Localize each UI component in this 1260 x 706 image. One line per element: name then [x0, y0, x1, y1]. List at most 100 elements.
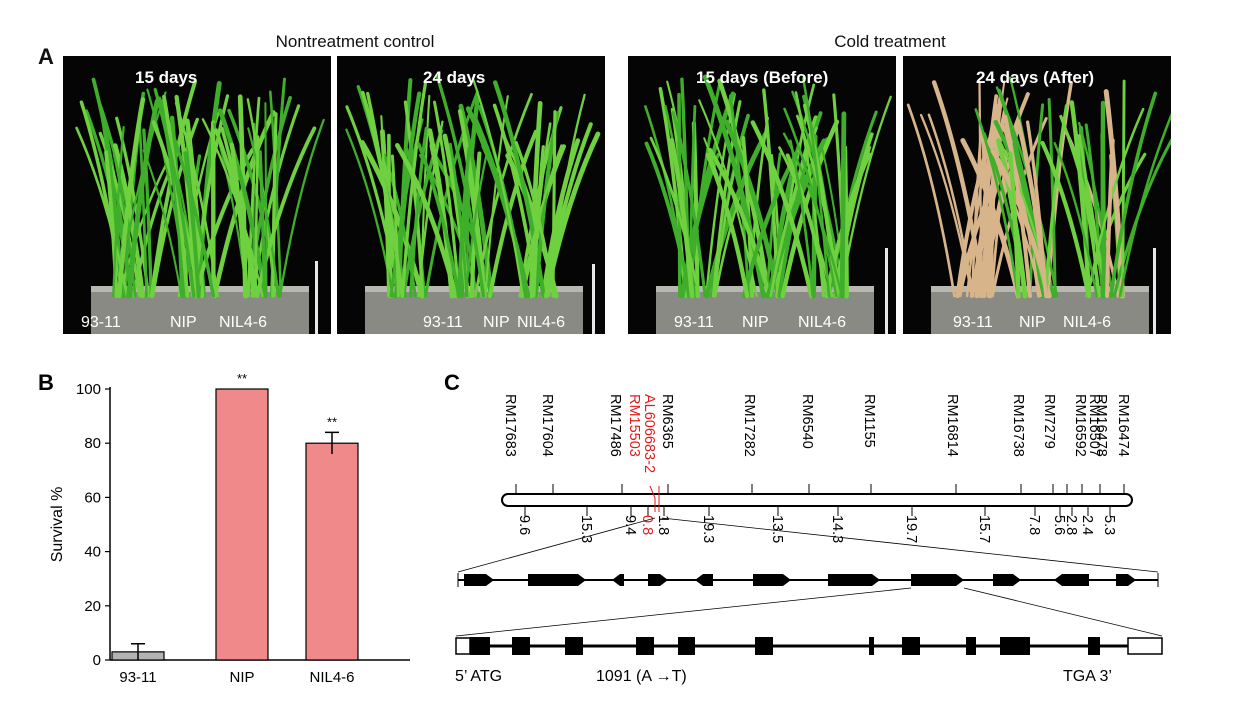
- rice-leaf: [669, 137, 695, 299]
- bar-NIP: [215, 388, 269, 661]
- exon: [1088, 637, 1100, 655]
- rice-leaf: [416, 142, 461, 298]
- x-tick-label: 93-11: [119, 669, 156, 686]
- rice-leaf: [112, 126, 125, 298]
- scale-bar: [885, 248, 888, 334]
- rice-leaf: [1084, 123, 1105, 298]
- rice-leaf: [1047, 98, 1057, 298]
- rice-leaf: [971, 97, 1009, 297]
- label-93-11: 93-11: [423, 314, 463, 331]
- zoom-line: [455, 587, 912, 637]
- gene-structure: [455, 587, 1163, 655]
- marker-label: RM16592: [1072, 394, 1088, 457]
- rice-leaf: [1118, 113, 1171, 298]
- distance-label: 19.3: [700, 515, 716, 543]
- zoom-line: [661, 517, 1159, 573]
- exon: [678, 637, 695, 655]
- rice-leaf: [789, 139, 814, 298]
- marker-label: RM17486: [607, 394, 623, 457]
- gene-arrow: [753, 574, 791, 586]
- rice-leaf: [1105, 138, 1115, 298]
- label-93-11: 93-11: [674, 314, 714, 331]
- mutation-label: 1091 (A →T): [596, 668, 687, 685]
- rice-leaf: [704, 131, 769, 299]
- gene-end-label: TGA 3’: [1063, 668, 1112, 685]
- rice-leaf: [116, 97, 146, 299]
- rice-leaf: [1100, 132, 1107, 299]
- rice-leaf: [1109, 91, 1158, 298]
- rice-leaf: [785, 153, 830, 298]
- exon: [902, 637, 920, 655]
- y-tick-label: 0: [93, 652, 101, 669]
- label-nip: NIP: [742, 314, 769, 331]
- rice-plants-image: [644, 74, 892, 334]
- marker-label: RM16478: [1093, 394, 1109, 457]
- survival-bar-chart: B 0 20 40 60 80 100 Survival % 93-11 ** NIP ** NIL4…: [38, 370, 410, 686]
- rice-leaf: [644, 105, 690, 298]
- rice-leaf: [264, 102, 268, 297]
- exon: [1000, 637, 1030, 655]
- y-tick-label: 100: [76, 381, 101, 398]
- rice-plants-image: [345, 75, 601, 334]
- marker-label: RM16507: [1086, 394, 1102, 457]
- gene-arrow: [1116, 574, 1136, 586]
- distance-label: 2.8: [1063, 515, 1079, 535]
- photo-title: 15 days (Before): [696, 68, 829, 87]
- rice-leaf: [254, 135, 260, 298]
- rice-leaf: [780, 119, 840, 299]
- rice-leaf: [457, 108, 487, 299]
- marker-label: RM1155: [861, 394, 877, 448]
- label-nil4-6: NIL4-6: [1063, 314, 1112, 331]
- exon: [966, 637, 976, 655]
- photo-title: 24 days: [423, 68, 486, 87]
- rice-leaf: [1025, 120, 1048, 298]
- rice-leaf: [278, 118, 325, 298]
- gene-arrow: [695, 574, 713, 586]
- rice-leaf: [702, 74, 766, 299]
- exon: [636, 637, 654, 655]
- rice-leaf: [142, 149, 183, 298]
- group-title-cold: Cold treatment: [834, 32, 946, 51]
- rice-leaf: [540, 138, 581, 299]
- label-nil4-6: NIL4-6: [517, 314, 566, 331]
- rice-leaf: [142, 128, 153, 298]
- rice-leaf: [137, 118, 148, 298]
- rice-leaf: [543, 131, 601, 299]
- marker-label: RM6365: [659, 394, 675, 449]
- rice-leaf: [671, 110, 707, 298]
- label-nip: NIP: [1019, 314, 1046, 331]
- gene-start-label: 5’ ATG: [455, 668, 502, 685]
- distance-label: 5.6: [1051, 515, 1067, 535]
- rice-leaf: [649, 136, 701, 298]
- rice-leaf: [974, 108, 1020, 298]
- scale-bar: [315, 261, 318, 334]
- rice-leaf: [711, 100, 742, 298]
- rice-leaf: [390, 154, 400, 298]
- rice-leaf: [1121, 79, 1126, 298]
- rice-leaf: [183, 151, 201, 298]
- rice-leaf: [750, 120, 814, 299]
- y-tick-label: 60: [84, 489, 101, 506]
- rice-leaf: [705, 152, 750, 299]
- rice-leaf: [153, 87, 196, 298]
- group-title-control: Nontreatment control: [275, 32, 435, 51]
- distance-label: 9.6: [516, 515, 532, 535]
- panel-c-letter: C: [444, 370, 460, 395]
- rice-leaf: [1040, 140, 1091, 299]
- rice-leaf: [271, 112, 278, 298]
- rice-plants-image: [75, 77, 325, 334]
- distance-label: 9.4: [622, 515, 638, 535]
- label-93-11: 93-11: [81, 314, 121, 331]
- utr-3: [1127, 637, 1163, 655]
- rice-leaf: [201, 118, 264, 298]
- distance-label: 7.8: [1026, 515, 1042, 535]
- rice-leaf: [487, 129, 538, 299]
- y-axis-label: Survival %: [49, 487, 66, 563]
- zoom-line: [457, 517, 656, 573]
- rice-plants-image: [906, 76, 1171, 334]
- exon: [512, 637, 530, 655]
- rice-leaf: [801, 76, 831, 298]
- gene-arrow: [911, 574, 964, 586]
- gene-arrow: [828, 574, 880, 586]
- rice-leaf: [465, 106, 531, 299]
